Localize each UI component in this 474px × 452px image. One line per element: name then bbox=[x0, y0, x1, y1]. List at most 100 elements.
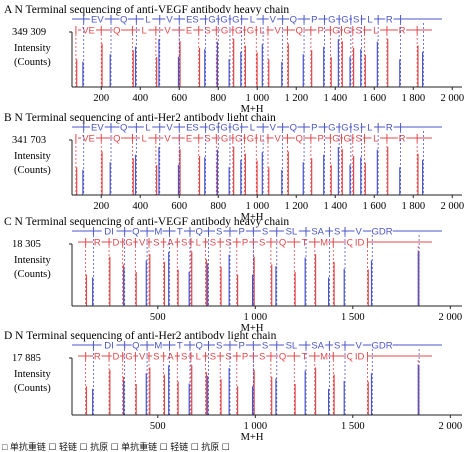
bottom-sequence-label-bg bbox=[397, 24, 407, 35]
x-tick-label: 1 000 bbox=[245, 201, 269, 212]
top-sequence-label-bg bbox=[119, 13, 128, 24]
bottom-sequence-label-bg bbox=[273, 24, 282, 35]
bottom-sequence-label-bg bbox=[220, 24, 229, 35]
bottom-sequence-label: V bbox=[275, 134, 282, 145]
bottom-sequence-label-bg bbox=[179, 236, 189, 247]
top-sequence-label: G bbox=[328, 123, 335, 134]
y-axis-label: (Counts) bbox=[14, 383, 51, 394]
top-sequence-label-bg bbox=[365, 121, 375, 132]
top-sequence-label: P bbox=[311, 123, 317, 134]
top-sequence-label: Q bbox=[132, 341, 139, 352]
bottom-sequence-label: L bbox=[196, 352, 201, 363]
top-sequence-label: GDR bbox=[371, 341, 392, 352]
top-sequence-label: Q bbox=[290, 123, 297, 134]
top-sequence-label-bg bbox=[283, 225, 299, 236]
bottom-sequence-label: G bbox=[247, 26, 254, 37]
top-sequence-label-bg bbox=[215, 225, 224, 236]
bottom-sequence-label-bg bbox=[397, 132, 407, 143]
x-tick-label: 1 800 bbox=[401, 201, 425, 212]
top-sequence-label: G bbox=[208, 123, 215, 134]
bottom-sequence-label: G bbox=[343, 26, 350, 37]
bottom-sequence-label: Q bbox=[347, 352, 354, 363]
x-tick-label: 500 bbox=[150, 421, 166, 432]
x-tick-label: 400 bbox=[132, 201, 148, 212]
bottom-sequence-label: V bbox=[164, 134, 171, 145]
top-sequence-label-bg bbox=[268, 121, 278, 132]
bottom-sequence-label: S bbox=[204, 26, 210, 37]
bottom-sequence-label: G bbox=[247, 134, 254, 145]
x-tick-label: 1 500 bbox=[341, 312, 365, 323]
top-sequence-label-bg bbox=[119, 121, 128, 132]
top-sequence-label-bg bbox=[352, 13, 361, 24]
top-sequence-label: R bbox=[386, 123, 393, 134]
bottom-sequence-label-bg bbox=[352, 350, 368, 361]
top-sequence-label-bg bbox=[260, 339, 270, 350]
top-sequence-label: L bbox=[250, 123, 255, 134]
bottom-sequence-label: G bbox=[343, 134, 350, 145]
bottom-sequence-label-bg bbox=[273, 132, 282, 143]
top-sequence-label-bg bbox=[268, 13, 278, 24]
x-tick-label: 1 400 bbox=[323, 201, 347, 212]
top-sequence-label-bg bbox=[310, 13, 319, 24]
bottom-sequence-label-bg bbox=[240, 350, 250, 361]
x-tick-label: 1 500 bbox=[341, 421, 365, 432]
top-sequence-label-bg bbox=[231, 13, 240, 24]
top-sequence-label-bg bbox=[354, 225, 363, 236]
bottom-sequence-label: E bbox=[186, 134, 192, 145]
y-max-label: 18 305 bbox=[12, 239, 41, 250]
bottom-sequence-label: ID bbox=[355, 238, 365, 249]
top-sequence-label-bg bbox=[207, 13, 217, 24]
top-sequence-label: G bbox=[232, 123, 239, 134]
x-tick-label: 200 bbox=[93, 93, 109, 104]
bottom-sequence-label-bg bbox=[224, 350, 233, 361]
top-sequence-label: S bbox=[334, 227, 340, 238]
bottom-sequence-label: S bbox=[204, 134, 210, 145]
bottom-sequence-label-bg bbox=[208, 350, 218, 361]
top-sequence-label: S bbox=[216, 227, 222, 238]
x-tick-label: 600 bbox=[171, 201, 187, 212]
bottom-sequence-label: M bbox=[320, 238, 328, 249]
x-tick-label: 1 600 bbox=[362, 201, 386, 212]
top-sequence-label-bg bbox=[385, 121, 394, 132]
top-sequence-label-bg bbox=[371, 225, 393, 236]
top-sequence-label: L bbox=[250, 15, 255, 26]
bottom-sequence-label-bg bbox=[234, 132, 243, 143]
x-axis-label: M+H bbox=[241, 323, 264, 334]
top-sequence-label-bg bbox=[143, 13, 153, 24]
top-sequence-label: Q bbox=[120, 123, 127, 134]
bottom-sequence-label-bg bbox=[93, 236, 102, 247]
bottom-sequence-label: T bbox=[302, 352, 308, 363]
bottom-sequence-label: Q bbox=[279, 238, 286, 249]
bottom-sequence-label: L bbox=[373, 26, 378, 37]
x-tick-label: 1 000 bbox=[245, 93, 269, 104]
top-sequence-label: V bbox=[166, 123, 173, 134]
bottom-sequence-label: S bbox=[259, 352, 265, 363]
top-sequence-label: S bbox=[216, 341, 222, 352]
bottom-sequence-label: S bbox=[181, 238, 187, 249]
bottom-sequence-label-bg bbox=[278, 236, 287, 247]
top-sequence-label: SA bbox=[311, 341, 324, 352]
bottom-sequence-label: D bbox=[112, 352, 119, 363]
top-sequence-label-bg bbox=[101, 339, 117, 350]
top-sequence-label-bg bbox=[327, 13, 337, 24]
top-sequence-label: L bbox=[367, 15, 372, 26]
top-sequence-label: V bbox=[270, 123, 277, 134]
top-sequence-label: DI bbox=[104, 341, 114, 352]
bottom-sequence-label-bg bbox=[346, 236, 355, 247]
top-sequence-label-bg bbox=[289, 121, 298, 132]
bottom-sequence-label: V bbox=[139, 352, 146, 363]
top-sequence-label-bg bbox=[215, 339, 224, 350]
bottom-sequence-label: V bbox=[164, 26, 171, 37]
y-axis-label: Intensity bbox=[14, 369, 51, 380]
bottom-sequence-label: Q bbox=[295, 26, 302, 37]
bottom-sequence-label: G bbox=[332, 26, 339, 37]
y-max-label: 349 309 bbox=[12, 27, 46, 38]
bottom-sequence-label-bg bbox=[184, 24, 194, 35]
bottom-sequence-label-bg bbox=[179, 350, 189, 361]
top-sequence-label: S bbox=[353, 15, 359, 26]
top-sequence-label-bg bbox=[154, 225, 163, 236]
top-sequence-label-bg bbox=[185, 121, 200, 132]
top-sequence-label-bg bbox=[340, 121, 350, 132]
bottom-sequence-label: A bbox=[167, 238, 174, 249]
bottom-sequence-label-bg bbox=[331, 24, 341, 35]
